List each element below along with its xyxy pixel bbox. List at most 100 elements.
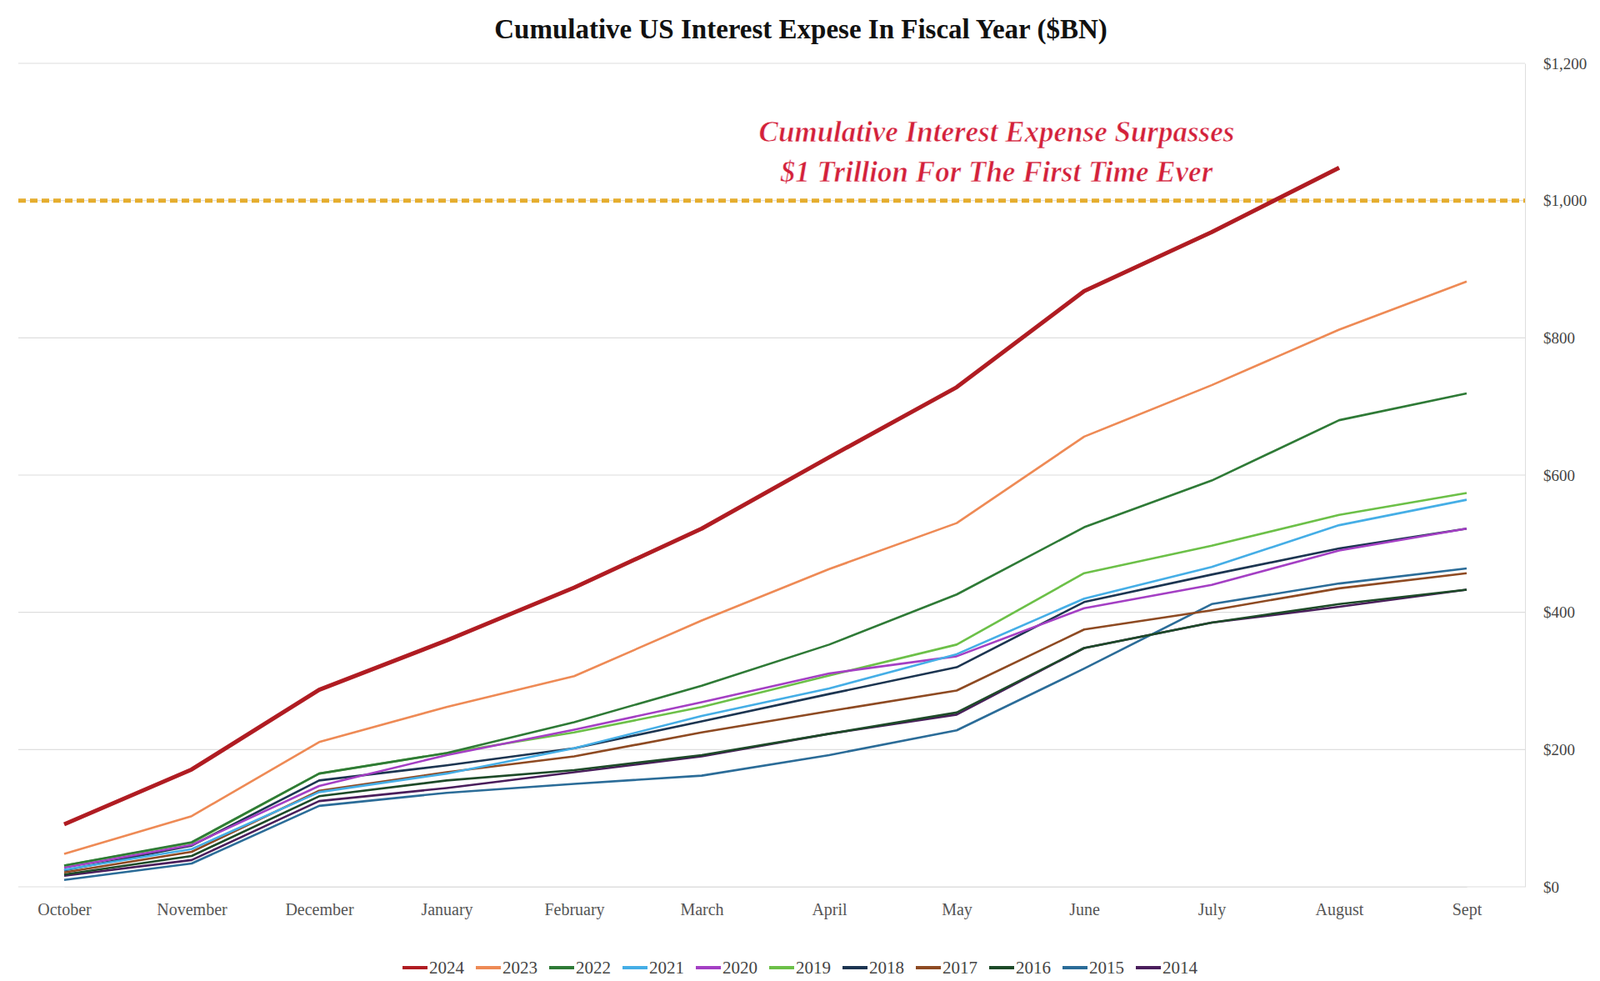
x-tick: December bbox=[285, 886, 355, 919]
legend-label: 2014 bbox=[1162, 957, 1199, 978]
grid-line bbox=[18, 62, 1525, 64]
x-tick: February bbox=[544, 886, 605, 920]
series-line bbox=[64, 589, 1467, 875]
legend-swatch bbox=[842, 965, 868, 970]
legend-swatch bbox=[1135, 965, 1161, 970]
y-tick-label: $1,000 bbox=[1543, 191, 1587, 210]
legend-label: 2018 bbox=[869, 957, 905, 978]
grid-line bbox=[18, 337, 1525, 339]
y-tick: $1,000 bbox=[1525, 191, 1587, 210]
legend-label: 2019 bbox=[795, 957, 831, 978]
y-tick-label: $800 bbox=[1543, 329, 1575, 347]
legend-swatch bbox=[475, 965, 501, 970]
y-tick-label: $400 bbox=[1543, 603, 1575, 621]
x-tick: Sept bbox=[1452, 886, 1483, 920]
x-tick-label: November bbox=[156, 900, 228, 919]
legend-swatch bbox=[549, 965, 575, 970]
y-tick-label: $600 bbox=[1543, 466, 1575, 485]
legend-label: 2022 bbox=[575, 957, 611, 978]
legend-label: 2024 bbox=[429, 957, 465, 978]
grid-line bbox=[18, 885, 1525, 887]
legend-item: 2023 bbox=[475, 957, 538, 978]
x-axis-line bbox=[65, 886, 1468, 888]
legend: 2024 2023 2022 2021 2020 2019 2018 2017 2016 2015… bbox=[402, 957, 1199, 978]
series-line bbox=[64, 500, 1467, 870]
series-line bbox=[64, 568, 1467, 880]
y-tick-label: $0 bbox=[1543, 878, 1560, 896]
series-line bbox=[64, 167, 1340, 825]
legend-item: 2021 bbox=[622, 957, 685, 978]
x-tick-label: June bbox=[1069, 900, 1100, 919]
x-tick-label: January bbox=[420, 900, 473, 920]
legend-item: 2018 bbox=[842, 957, 905, 978]
y-tick: $200 bbox=[1525, 740, 1575, 759]
lines bbox=[64, 167, 1467, 880]
x-axis: October November December January February Ma… bbox=[37, 886, 1482, 920]
series-line bbox=[64, 393, 1467, 865]
x-tick-label: Sept bbox=[1452, 900, 1483, 920]
legend-swatch bbox=[695, 965, 721, 970]
title: Cumulative US Interest Expese In Fiscal … bbox=[494, 14, 1107, 45]
x-tick: January bbox=[420, 886, 473, 920]
x-tick-label: May bbox=[941, 900, 973, 920]
legend-label: 2021 bbox=[649, 957, 685, 978]
series-line bbox=[64, 573, 1467, 873]
x-tick-label: February bbox=[544, 900, 605, 920]
legend-label: 2016 bbox=[1015, 957, 1051, 978]
legend-swatch bbox=[769, 965, 795, 970]
legend-item: 2019 bbox=[769, 957, 831, 978]
legend-item: 2020 bbox=[695, 957, 758, 978]
y-tick: $600 bbox=[1525, 466, 1575, 485]
x-tick: August bbox=[1315, 886, 1365, 920]
grid bbox=[18, 63, 1525, 887]
x-tick-label: March bbox=[680, 900, 724, 919]
y-axis: $0 $200 $400 $600 $800 $1,000 $1,200 bbox=[1525, 55, 1587, 896]
legend-item: 2022 bbox=[549, 957, 611, 978]
series-line bbox=[64, 281, 1467, 855]
legend-swatch bbox=[622, 965, 648, 970]
x-tick-label: April bbox=[811, 900, 848, 920]
legend-label: 2017 bbox=[942, 957, 978, 978]
x-tick: April bbox=[811, 886, 848, 920]
y-axis-line bbox=[1525, 64, 1526, 888]
legend-label: 2023 bbox=[502, 957, 538, 978]
y-tick-label: $1,200 bbox=[1543, 55, 1587, 73]
y-tick: $0 bbox=[1525, 878, 1560, 896]
x-tick: July bbox=[1198, 886, 1226, 920]
y-tick: $400 bbox=[1525, 603, 1575, 621]
legend-item: 2014 bbox=[1135, 957, 1199, 978]
series-line bbox=[64, 528, 1467, 868]
annotation-text: $1 Trillion For The First Time Ever bbox=[780, 155, 1214, 189]
series-line bbox=[64, 528, 1467, 870]
legend-label: 2020 bbox=[722, 957, 758, 978]
legend-swatch bbox=[989, 965, 1015, 970]
x-tick-label: December bbox=[285, 900, 355, 919]
legend-item: 2017 bbox=[915, 957, 978, 978]
legend-item: 2024 bbox=[402, 957, 465, 978]
x-tick-label: July bbox=[1198, 900, 1226, 920]
x-tick-label: August bbox=[1315, 900, 1365, 920]
x-tick: November bbox=[156, 886, 228, 919]
legend-item: 2016 bbox=[989, 957, 1051, 978]
chart: Cumulative US Interest Expese In Fiscal … bbox=[0, 0, 1600, 981]
annotation-text: Cumulative Interest Expense Surpasses bbox=[759, 115, 1235, 149]
grid-line bbox=[18, 749, 1525, 750]
annotation: Cumulative Interest Expense Surpasses $1 … bbox=[759, 115, 1235, 189]
series-line bbox=[64, 589, 1467, 875]
grid-line bbox=[18, 200, 1525, 201]
x-tick: October bbox=[37, 886, 92, 919]
series-line bbox=[64, 492, 1467, 865]
x-tick: March bbox=[680, 886, 724, 919]
x-tick: May bbox=[941, 886, 973, 920]
legend-swatch bbox=[402, 965, 428, 970]
legend-swatch bbox=[1062, 965, 1088, 970]
grid-line bbox=[18, 474, 1525, 475]
y-tick: $800 bbox=[1525, 329, 1575, 347]
legend-item: 2015 bbox=[1062, 957, 1125, 978]
x-tick: June bbox=[1069, 886, 1100, 919]
reference-line bbox=[18, 198, 1525, 203]
x-tick-label: October bbox=[37, 900, 92, 919]
y-tick: $1,200 bbox=[1525, 55, 1587, 73]
legend-label: 2015 bbox=[1089, 957, 1125, 978]
legend-swatch bbox=[915, 965, 941, 970]
